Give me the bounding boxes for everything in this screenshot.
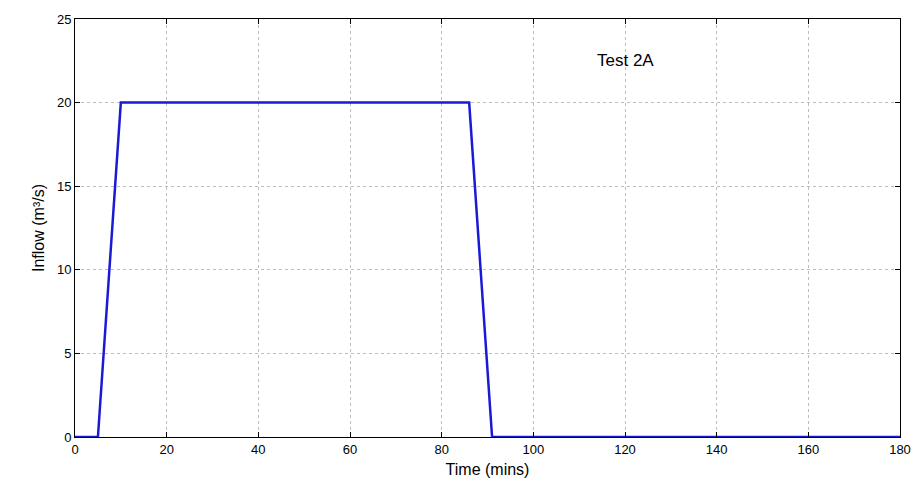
svg-text:40: 40 (251, 442, 265, 457)
svg-text:60: 60 (343, 442, 357, 457)
svg-text:80: 80 (434, 442, 448, 457)
svg-text:120: 120 (614, 442, 636, 457)
svg-text:Inflow (m³/s): Inflow (m³/s) (30, 184, 47, 272)
svg-text:0: 0 (71, 442, 78, 457)
svg-text:15: 15 (57, 179, 71, 194)
svg-text:100: 100 (522, 442, 544, 457)
svg-text:0: 0 (64, 430, 71, 445)
svg-text:20: 20 (57, 95, 71, 110)
svg-text:160: 160 (797, 442, 819, 457)
svg-text:Time (mins): Time (mins) (446, 461, 530, 478)
svg-text:140: 140 (706, 442, 728, 457)
svg-text:Test 2A: Test 2A (597, 51, 654, 70)
svg-text:25: 25 (57, 12, 71, 27)
svg-text:20: 20 (159, 442, 173, 457)
svg-text:10: 10 (57, 262, 71, 277)
svg-text:5: 5 (64, 346, 71, 361)
svg-text:180: 180 (889, 442, 911, 457)
